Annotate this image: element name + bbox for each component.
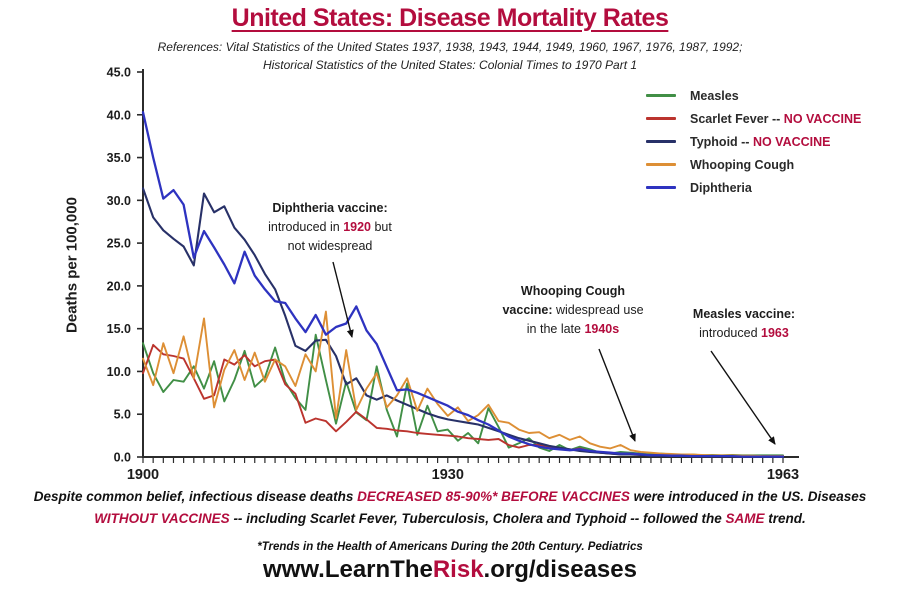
text-part: 1963 — [761, 326, 789, 340]
text-part: Measles — [690, 88, 739, 103]
legend-label-scarlet-fever: Scarlet Fever -- NO VACCINE — [690, 112, 861, 126]
y-tick-label: 40.0 — [107, 108, 131, 122]
y-tick-label: 10.0 — [107, 365, 131, 379]
annotation-diphtheria-vaccine: Diphtheria vaccine: introduced in 1920 bu… — [245, 199, 415, 256]
series-line-diphtheria — [141, 111, 785, 458]
text-part: WITHOUT VACCINES — [94, 511, 230, 526]
legend-label-diphtheria: Diphtheria — [690, 181, 752, 195]
text-part: vaccine: — [502, 303, 553, 317]
text-part: not widespread — [287, 239, 373, 253]
legend-item-scarlet-fever: Scarlet Fever -- NO VACCINE — [646, 107, 861, 130]
annotation-measles-vaccine: Measles vaccine: introduced 1963 — [658, 305, 830, 343]
text-part: Diphtheria — [690, 180, 752, 195]
y-tick-label: 35.0 — [107, 151, 131, 165]
text-part: NO VACCINE — [783, 111, 862, 126]
text-part: 1920 — [343, 220, 371, 234]
annotation-line: in the late 1940s — [482, 320, 664, 339]
text-part: trend. — [764, 511, 806, 526]
references-line-2: Historical Statistics of the United Stat… — [262, 58, 638, 72]
y-tick-label: 45.0 — [107, 66, 131, 80]
page-title: United States: Disease Mortality Rates — [231, 4, 669, 32]
text-part: Whooping Cough — [690, 157, 795, 172]
annotation-line: vaccine: widespread use — [482, 301, 664, 320]
annotation-line: not widespread — [245, 237, 415, 256]
legend-swatch-measles — [646, 94, 676, 97]
x-tick-label-1930: 1930 — [432, 467, 464, 483]
chart-legend: Measles Scarlet Fever -- NO VACCINE Typhoi… — [646, 84, 861, 199]
text-part: Risk — [432, 556, 484, 583]
annotation-arrow-diphtheria-vaccine — [332, 261, 354, 338]
annotation-line: introduced in 1920 but — [245, 218, 415, 237]
text-part: www.LearnThe — [263, 556, 433, 583]
text-part: NO VACCINE — [752, 134, 831, 149]
footer-note-line-2: WITHOUT VACCINES -- including Scarlet Fe… — [0, 511, 900, 526]
legend-swatch-diphtheria — [646, 186, 676, 189]
text-part: Diphtheria vaccine: — [272, 201, 388, 215]
y-tick-label: 0.0 — [114, 451, 131, 465]
references-line-1: References: Vital Statistics of the Unit… — [157, 40, 743, 54]
text-part: 1940s — [584, 322, 620, 336]
annotation-line: Measles vaccine: — [658, 305, 830, 324]
annotation-whooping-cough-vaccine: Whooping Cough vaccine: widespread use in … — [482, 282, 664, 339]
text-part: introduced in — [268, 220, 344, 234]
text-part: DECREASED 85-90%* BEFORE VACCINES — [357, 489, 630, 504]
annotation-arrow-measles-vaccine — [710, 350, 776, 445]
text-part: but — [371, 220, 392, 234]
annotation-line: introduced 1963 — [658, 324, 830, 343]
text-part: introduced — [699, 326, 762, 340]
legend-item-measles: Measles — [646, 84, 861, 107]
legend-label-typhoid: Typhoid -- NO VACCINE — [690, 135, 831, 149]
footer-note-line-1: Despite common belief, infectious diseas… — [0, 489, 900, 504]
legend-swatch-scarlet-fever — [646, 117, 676, 120]
y-tick-label: 30.0 — [107, 194, 131, 208]
text-part: widespread use — [552, 303, 644, 317]
annotation-line: Whooping Cough — [482, 282, 664, 301]
legend-item-diphtheria: Diphtheria — [646, 176, 861, 199]
text-part: -- including Scarlet Fever, Tuberculosis… — [229, 511, 726, 526]
y-tick-label: 25.0 — [107, 237, 131, 251]
footnote-citation: *Trends in the Health of Americans Durin… — [257, 541, 643, 553]
text-part: Whooping Cough — [520, 284, 626, 298]
text-part: Measles vaccine: — [692, 307, 796, 321]
y-axis-title: Deaths per 100,000 — [63, 197, 81, 333]
x-tick-label-1900: 1900 — [127, 467, 159, 483]
text-part: Typhoid -- — [690, 134, 753, 149]
annotation-line: Diphtheria vaccine: — [245, 199, 415, 218]
annotation-arrow-whooping-cough-vaccine — [598, 348, 636, 442]
legend-swatch-whooping-cough — [646, 163, 676, 166]
legend-label-measles: Measles — [690, 89, 739, 103]
text-part: Despite common belief, infectious diseas… — [33, 489, 358, 504]
legend-label-whooping-cough: Whooping Cough — [690, 158, 794, 172]
y-tick-label: 20.0 — [107, 279, 131, 293]
text-part: Scarlet Fever -- — [690, 111, 784, 126]
legend-swatch-typhoid — [646, 140, 676, 143]
text-part: .org/diseases — [483, 556, 637, 583]
legend-item-whooping-cough: Whooping Cough — [646, 153, 861, 176]
y-tick-label: 15.0 — [107, 322, 131, 336]
website-url: www.LearnTheRisk.org/diseases — [0, 556, 900, 584]
legend-item-typhoid: Typhoid -- NO VACCINE — [646, 130, 861, 153]
text-part: in the late — [526, 322, 585, 336]
text-part: SAME — [725, 511, 765, 526]
y-tick-label: 5.0 — [114, 408, 131, 422]
text-part: were introduced in the US. Diseases — [629, 489, 867, 504]
x-tick-label-1963: 1963 — [767, 467, 799, 483]
